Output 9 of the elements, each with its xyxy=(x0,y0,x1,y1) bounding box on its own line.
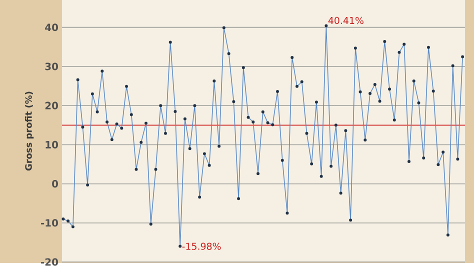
y-tick-label: 0 xyxy=(52,180,58,188)
annotation: -15.98% xyxy=(182,242,221,250)
y-axis-title: Gross profit (%) xyxy=(24,92,34,170)
y-tick-label: 20 xyxy=(45,102,58,110)
y-tick-label: 10 xyxy=(46,140,58,148)
y-tick-label: 30 xyxy=(45,62,58,70)
y-tick-label: 40 xyxy=(45,24,58,32)
annotation: 40.41% xyxy=(328,16,364,24)
y-tick-label: -10 xyxy=(41,219,58,227)
